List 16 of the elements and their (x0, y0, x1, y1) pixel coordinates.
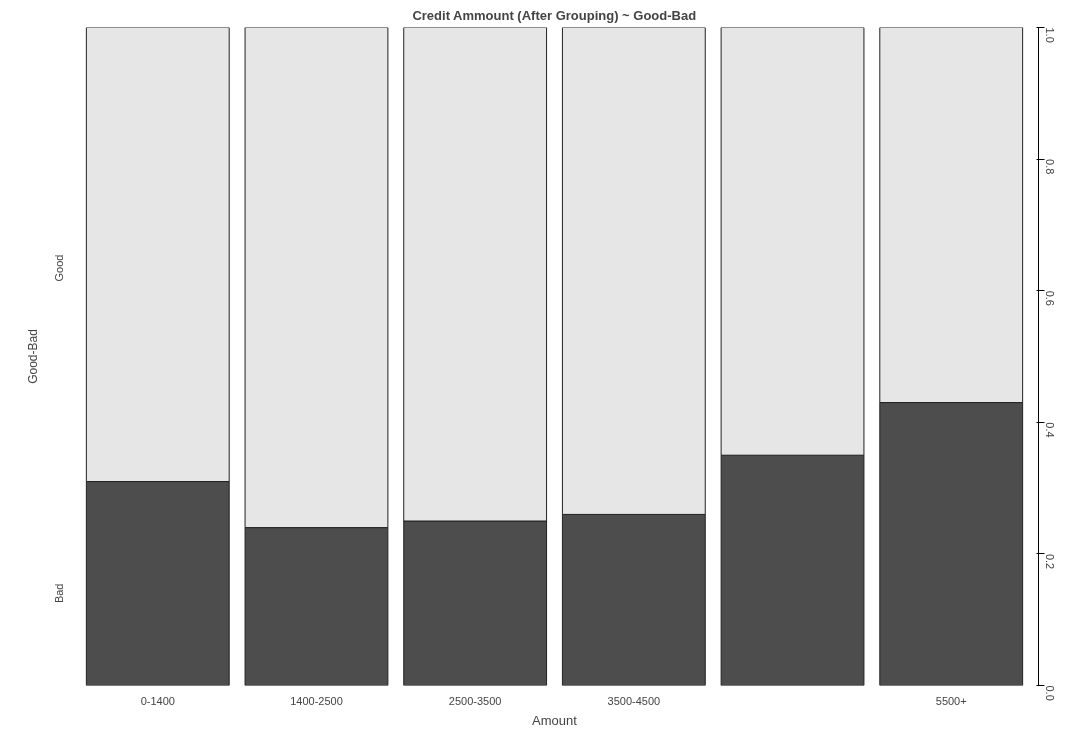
x-tick-label: 2500-3500 (448, 694, 502, 707)
y-tick-label: 0.4 (1043, 422, 1056, 438)
x-axis-title: Amount (532, 712, 578, 728)
y-tick-label: 0.8 (1043, 159, 1056, 175)
text: Good (53, 254, 66, 282)
x-tick-label: 1400-2500 (290, 694, 343, 707)
y-tick-label: 0.2 (1043, 553, 1056, 570)
chart-title: Credit Ammount (After Grouping) ~ Good-Bad (412, 7, 697, 23)
text: Bad (53, 583, 66, 604)
x-tick-label: 0-1400 (140, 694, 175, 707)
x-tick-label: 5500+ (935, 694, 967, 707)
y-tick-label: 1.0 (1043, 27, 1056, 43)
x-tick-label: 3500-4500 (607, 694, 661, 707)
y-axis-title: Good-Bad (25, 329, 40, 384)
y-tick-label: 0.0 (1043, 685, 1056, 701)
y-tick-label: 0.6 (1043, 290, 1056, 306)
